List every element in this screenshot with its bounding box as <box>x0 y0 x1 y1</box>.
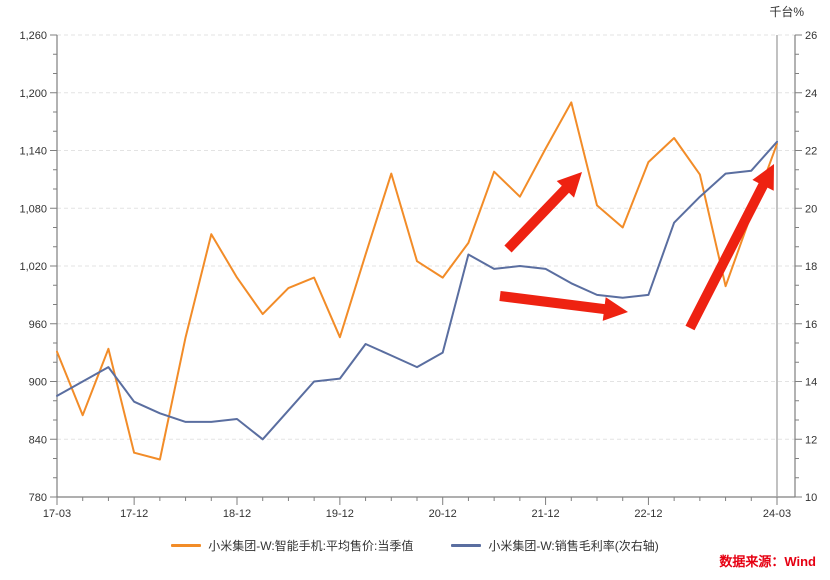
svg-text:1,140: 1,140 <box>19 146 47 158</box>
legend-label-margin: 小米集团-W:销售毛利率(次右轴) <box>488 539 659 553</box>
svg-text:18: 18 <box>805 261 817 273</box>
svg-text:900: 900 <box>29 377 47 389</box>
svg-text:12: 12 <box>805 434 817 446</box>
legend-line-swatch-margin <box>451 544 482 547</box>
svg-text:22: 22 <box>805 146 817 158</box>
svg-text:780: 780 <box>29 492 47 504</box>
svg-text:1,080: 1,080 <box>19 203 47 215</box>
svg-text:19-12: 19-12 <box>326 508 354 520</box>
legend-line-swatch-asp <box>171 544 202 547</box>
svg-text:26: 26 <box>805 30 817 42</box>
svg-text:18-12: 18-12 <box>223 508 251 520</box>
svg-text:24: 24 <box>805 88 817 100</box>
svg-text:17-12: 17-12 <box>120 508 148 520</box>
legend: 小米集团-W:智能手机:平均售价:当季值 小米集团-W:销售毛利率(次右轴) <box>0 537 830 554</box>
legend-item-margin: 小米集团-W:销售毛利率(次右轴) <box>451 537 659 554</box>
svg-text:24-03: 24-03 <box>763 508 791 520</box>
svg-text:20-12: 20-12 <box>429 508 457 520</box>
svg-text:20: 20 <box>805 203 817 215</box>
svg-text:10: 10 <box>805 492 817 504</box>
svg-text:14: 14 <box>805 377 817 389</box>
svg-text:1,200: 1,200 <box>19 88 47 100</box>
svg-text:960: 960 <box>29 319 47 331</box>
legend-label-asp: 小米集团-W:智能手机:平均售价:当季值 <box>208 539 414 553</box>
svg-text:840: 840 <box>29 434 47 446</box>
data-source-label: 数据来源：Wind <box>719 554 816 569</box>
svg-text:16: 16 <box>805 319 817 331</box>
axis-unit-label: 千台% <box>769 5 804 19</box>
svg-text:21-12: 21-12 <box>532 508 560 520</box>
svg-text:17-03: 17-03 <box>43 508 71 520</box>
legend-item-asp: 小米集团-W:智能手机:平均售价:当季值 <box>171 537 413 554</box>
svg-text:22-12: 22-12 <box>634 508 662 520</box>
svg-text:1,260: 1,260 <box>19 30 47 42</box>
svg-text:1,020: 1,020 <box>19 261 47 273</box>
